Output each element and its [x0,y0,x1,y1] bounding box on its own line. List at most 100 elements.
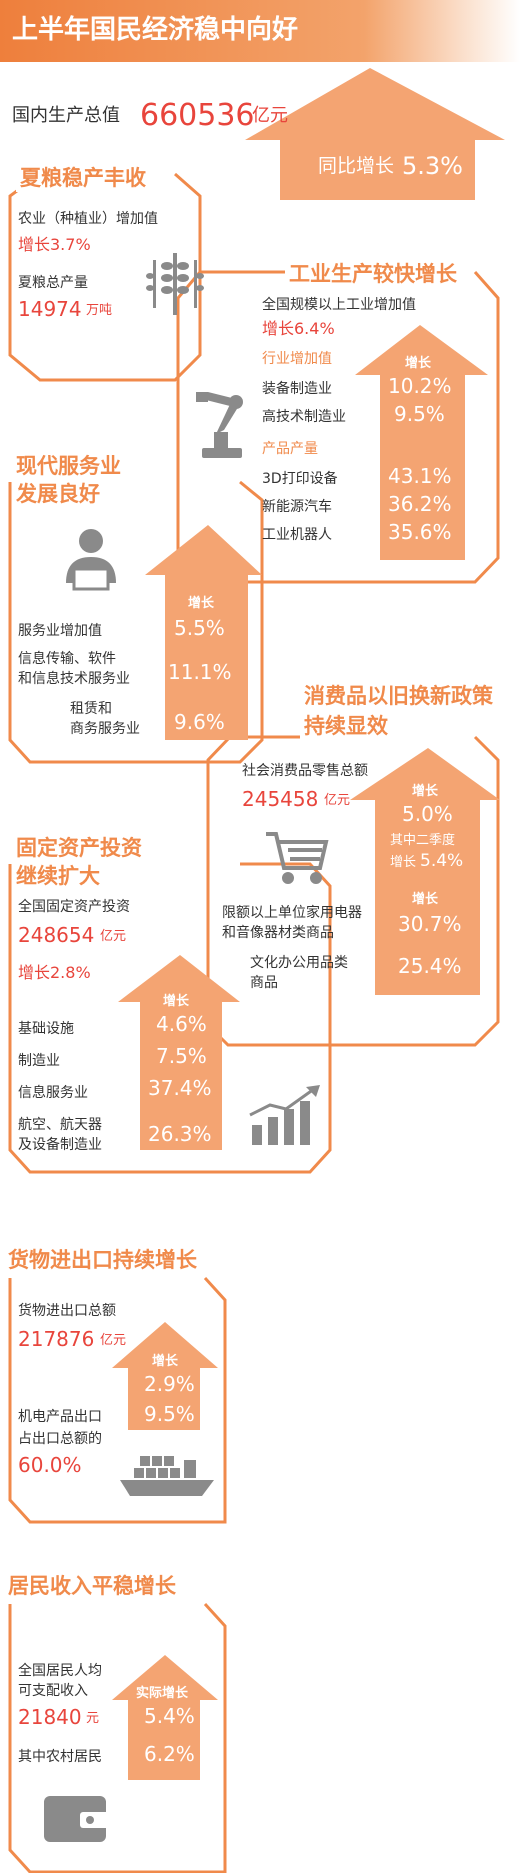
services-row3-value: 9.6% [174,710,225,734]
trade-total-unit: 亿元 [100,1333,127,1348]
industry-row5-value: 35.6% [388,520,452,544]
income-title: 居民收入平稳增长 [8,1574,176,1598]
consumer-q2-prefix: 增长 [390,855,417,870]
person-laptop-icon [66,529,116,591]
gdp-label: 国内生产总值 [12,105,120,126]
wallet-icon [44,1796,110,1842]
industry-row5-name: 工业机器人 [262,527,332,543]
services-row1-value: 5.5% [174,616,225,640]
income-unit: 元 [86,1711,100,1726]
grain-summer-unit: 万吨 [86,303,113,318]
wheat-icon [146,253,204,315]
trade-total-value: 217876 [18,1327,95,1351]
consumer-appliance-1: 限额以上单位家用电器 [222,905,362,921]
trade-mech-growth: 9.5% [144,1402,195,1426]
trade-share-label: 占出口总额的 [18,1431,102,1447]
grain-agri-growth: 增长3.7% [18,235,91,254]
investment-col-header: 增长 [163,994,190,1009]
income-rural-label: 其中农村居民 [18,1749,102,1765]
industry-row4-value: 36.2% [388,492,452,516]
services-row2-name: 信息传输、软件 [18,651,116,667]
trade-col-header: 增长 [152,1354,179,1369]
industry-row3-value: 43.1% [388,464,452,488]
consumer-col-header-2: 增长 [412,892,439,907]
industry-sub2: 产品产量 [262,441,318,457]
consumer-retail-growth: 5.0% [402,802,453,826]
industry-col-header: 增长 [405,356,432,371]
services-row3-name2: 商务服务业 [70,721,140,737]
shopping-cart-icon [266,832,329,884]
consumer-title-2: 持续显效 [300,710,392,740]
investment-row3-value: 37.4% [148,1076,212,1100]
industry-row2-name: 高技术制造业 [262,409,346,425]
industry-row4-name: 新能源汽车 [262,499,332,515]
trade-total-growth: 2.9% [144,1372,195,1396]
investment-row4-value: 26.3% [148,1122,212,1146]
income-label-2: 可支配收入 [18,1683,88,1699]
consumer-q2-value: 5.4% [420,851,464,871]
trade-share-value: 60.0% [18,1453,82,1477]
services-row3-name: 租赁和 [70,701,112,717]
services-title-1: 现代服务业 [12,450,125,480]
investment-row1-value: 4.6% [156,1012,207,1036]
services-row1-name: 服务业增加值 [18,623,102,639]
investment-row4-name: 航空、航天器 [18,1117,102,1133]
income-label-1: 全国居民人均 [18,1663,102,1679]
bar-growth-icon [249,1085,320,1145]
grain-summer-label: 夏粮总产量 [18,275,88,291]
grain-title: 夏粮稳产丰收 [16,162,150,192]
trade-total-label: 货物进出口总额 [18,1303,116,1319]
robot-arm-icon [196,392,243,458]
investment-main-value: 248654 [18,923,95,947]
services-col-header: 增长 [188,596,215,611]
industry-row3-name: 3D打印设备 [262,471,338,487]
income-growth: 5.4% [144,1704,195,1728]
investment-row4-name2: 及设备制造业 [18,1137,102,1153]
gdp-value: 660536 [140,98,255,133]
consumer-col-header: 增长 [412,784,439,799]
investment-row1-name: 基础设施 [18,1021,74,1037]
investment-title-1: 固定资产投资 [12,832,146,862]
cargo-ship-icon [120,1456,214,1496]
consumer-appliance-value: 30.7% [398,912,462,936]
industry-main-label: 全国规模以上工业增加值 [262,297,416,313]
trade-title: 货物进出口持续增长 [8,1248,197,1272]
grain-summer-value: 14974 [18,297,82,321]
consumer-appliance-2: 和音像器材类商品 [222,925,334,941]
consumer-title-1: 消费品以旧换新政策 [300,680,497,710]
investment-main-unit: 亿元 [100,929,127,944]
services-title-2: 发展良好 [12,478,104,508]
consumer-retail-label: 社会消费品零售总额 [242,763,368,779]
industry-title: 工业生产较快增长 [285,258,461,288]
consumer-office-2: 商品 [250,975,278,991]
investment-row2-name: 制造业 [18,1053,60,1069]
investment-row2-value: 7.5% [156,1044,207,1068]
grain-agri-label: 农业（种植业）增加值 [18,211,158,227]
services-row2-name2: 和信息技术服务业 [18,671,130,687]
consumer-office-1: 文化办公用品类 [250,955,348,971]
investment-title-2: 继续扩大 [12,860,104,890]
income-value: 21840 [18,1705,82,1729]
gdp-growth-value: 5.3% [402,152,463,180]
industry-row1-value: 10.2% [388,374,452,398]
investment-main-growth: 增长2.8% [18,963,91,982]
consumer-q2-label: 其中二季度 [390,833,456,848]
services-row2-value: 11.1% [168,660,232,684]
income-rural-growth: 6.2% [144,1742,195,1766]
header-banner [0,0,520,62]
industry-row1-name: 装备制造业 [262,381,332,397]
gdp-growth-label: 同比增长 [318,155,395,177]
trade-mech-label: 机电产品出口 [18,1409,102,1425]
income-col-header: 实际增长 [136,1686,189,1701]
gdp-arrow [245,68,505,200]
industry-row2-value: 9.5% [394,402,445,426]
industry-main-growth: 增长6.4% [262,319,335,338]
investment-row3-name: 信息服务业 [18,1085,88,1101]
page-title: 上半年国民经济稳中向好 [12,15,299,45]
